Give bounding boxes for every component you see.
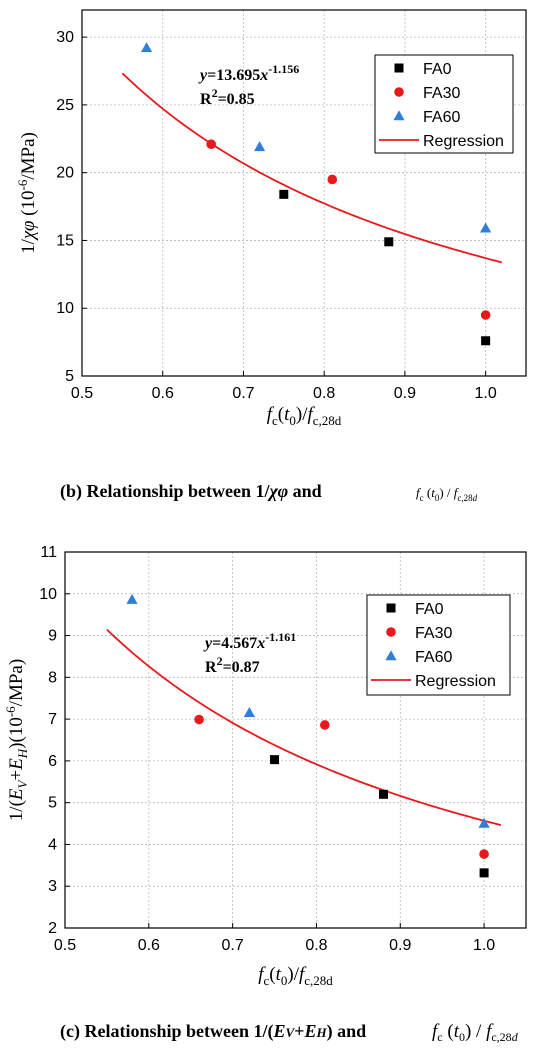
regression-curve [106,628,502,826]
x-axis-title: fc(t0)/fc,28d [258,964,333,988]
legend-label-fa60: FA60 [423,109,460,126]
y-tick-label: 9 [48,628,57,645]
y-tick-label: 8 [48,669,57,686]
legend: FA0 FA30 FA60 Regression [366,594,511,696]
legend-label-fa0: FA0 [423,61,452,78]
x-tick-label: 0.5 [54,937,76,954]
y-tick-label: 4 [48,836,57,853]
data-point-fa0 [384,237,394,247]
legend-label-fa60: FA60 [415,649,452,666]
chart-panel-b: 5 10 15 20 25 30 0.5 0.6 0.7 0.8 0.9 1.0 FA0 FA30 FA60… [15,9,527,503]
legend-marker-fa0 [386,603,396,613]
data-point-fa0 [270,755,280,765]
chart-panel-c: 2 3 4 5 6 7 8 9 10 11 0.5 0.6 0.7 0.8 0.9 1.0 FA0 FA30 FA6… [3,544,527,1044]
y-tick-label: 3 [48,878,57,895]
data-point-fa30 [194,714,204,725]
data-point-fa60 [140,42,153,53]
y-tick-label: 25 [56,97,74,114]
data-point-fa30 [479,849,489,859]
legend-marker-fa0 [394,63,404,73]
x-tick-label: 0.6 [152,385,174,402]
x-tick-label: 0.8 [305,937,327,954]
y-tick-label: 2 [48,920,57,937]
legend-label-regression: Regression [415,673,496,690]
x-axis-title: fc(t0)/fc,28d [267,404,342,428]
legend-marker-fa30 [386,627,396,637]
y-tick-label: 20 [56,165,74,182]
data-point-fa60 [126,593,138,604]
y-tick-label: 10 [39,586,57,603]
legend-marker-fa60 [385,650,397,661]
figure-caption: (c) Relationship between 1/(EV+EH) and [60,1021,366,1042]
figure-caption: (b) Relationship between 1/χφ and [60,481,322,502]
legend-label-regression: Regression [423,133,504,150]
x-tick-label: 0.8 [313,385,335,402]
x-tick-label: 1.0 [473,937,495,954]
y-tick-label: 10 [56,300,74,317]
legend: FA0 FA30 FA60 Regression [374,54,514,154]
data-point-fa30 [206,139,216,149]
x-tick-label: 1.0 [475,385,497,402]
plot-frame [64,551,527,929]
regression-curve [121,72,503,264]
y-tick-label: 15 [56,232,74,249]
r-squared: R2=0.87 [205,654,260,676]
data-point-fa0 [379,789,389,799]
regression-equation: y=13.695x-1.156 [198,62,299,84]
data-point-fa30 [320,720,330,730]
y-tick-label: 5 [48,795,57,812]
data-point-fa0 [481,336,491,346]
caption-formula: fc (t0) / fc,28d [432,1021,519,1044]
r-squared: R2=0.85 [200,86,255,108]
x-tick-label: 0.7 [222,937,244,954]
legend-label-fa30: FA30 [415,625,452,642]
data-point-fa60 [254,141,266,152]
x-tick-label: 0.7 [232,385,254,402]
legend-marker-fa30 [394,87,404,97]
data-point-fa30 [327,174,338,185]
legend-label-fa0: FA0 [415,601,444,618]
y-axis-title: 1/(EV+EH)(10-6/MPa) [3,659,30,821]
data-point-fa30 [480,310,491,320]
legend-marker-fa60 [393,110,405,121]
legend-label-fa30: FA30 [423,85,460,102]
x-tick-label: 0.5 [71,385,93,402]
y-tick-label: 30 [56,29,74,46]
data-point-fa0 [479,868,489,878]
x-tick-label: 0.9 [394,385,416,402]
x-tick-label: 0.6 [138,937,160,954]
y-tick-label: 5 [65,368,74,385]
y-tick-label: 11 [40,544,57,561]
plot-frame [81,9,527,377]
data-point-fa60 [243,707,255,718]
data-point-fa60 [480,222,492,233]
data-point-fa0 [279,189,289,199]
caption-formula: fc (t0) / fc,28d [416,485,478,503]
y-tick-label: 7 [48,711,57,728]
regression-equation: y=4.567x-1.161 [203,630,296,652]
x-tick-label: 0.9 [389,937,411,954]
data-point-fa60 [478,817,490,828]
y-axis-title: 1/χφ (10-6/MPa) [15,132,39,254]
y-tick-label: 6 [48,753,57,770]
